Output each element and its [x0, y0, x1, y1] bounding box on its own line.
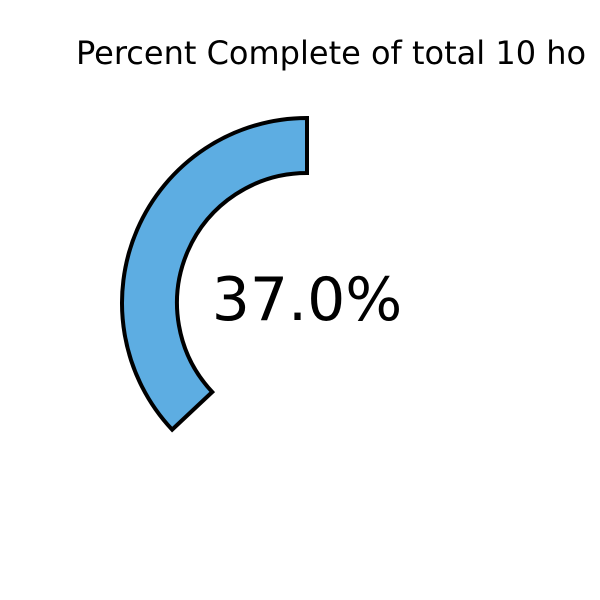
donut-slices [120, 115, 309, 433]
center-percent-label: 37.0% [212, 265, 403, 335]
donut-slice-complete [120, 115, 309, 433]
chart-title: Percent Complete of total 10 ho [76, 34, 586, 72]
